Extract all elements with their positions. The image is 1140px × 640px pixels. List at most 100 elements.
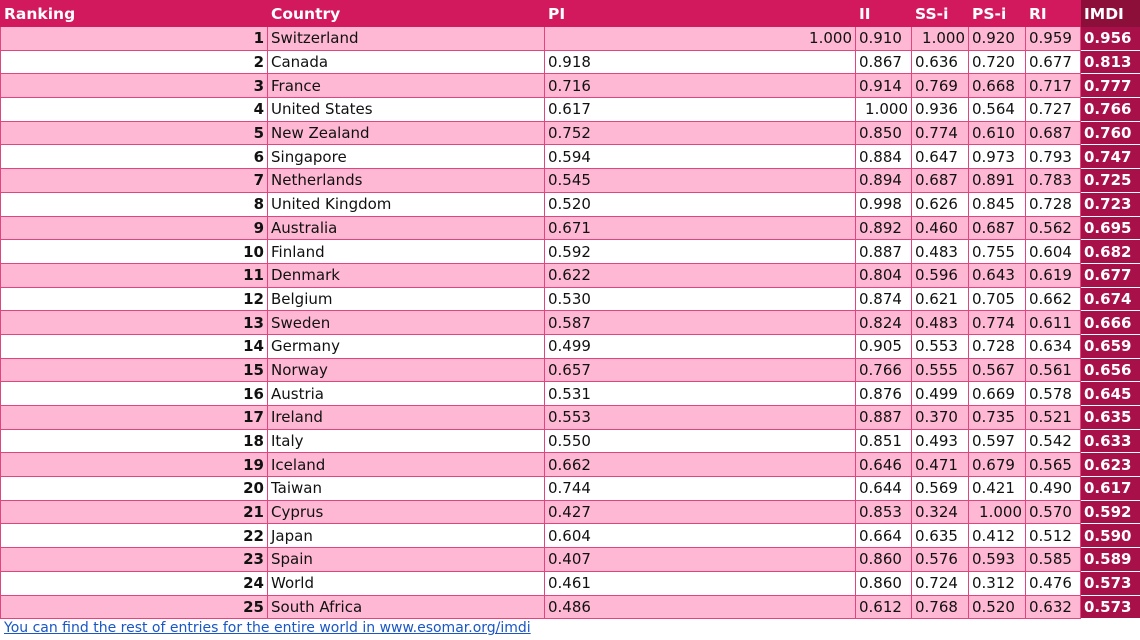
table-row: 3 France 0.716 0.914 0.769 0.668 0.717 0.777: [0, 73, 1140, 99]
table-row: 19 Iceland 0.662 0.646 0.471 0.679 0.565 0.623: [0, 452, 1140, 478]
cell-ii: 0.644: [855, 476, 912, 501]
cell-imdi: 0.623: [1080, 452, 1140, 478]
cell-pi: 0.461: [544, 570, 856, 596]
cell-country: New Zealand: [267, 120, 545, 146]
cell-country: Australia: [267, 215, 545, 241]
table-row: 5 New Zealand 0.752 0.850 0.774 0.610 0.687 0.7…: [0, 120, 1140, 146]
ranking-table: Ranking Country PI II SS-i PS-i RI IMDI …: [0, 0, 1140, 620]
cell-pi: 0.671: [544, 215, 856, 241]
cell-ri: 0.611: [1025, 310, 1081, 335]
cell-ii: 0.860: [855, 547, 912, 572]
cell-rank: 11: [0, 262, 268, 288]
table-body: 1 Switzerland 1.000 0.910 1.000 0.920 0.959 0.9…: [0, 26, 1140, 620]
cell-ssi: 0.769: [911, 73, 969, 99]
cell-rank: 18: [0, 428, 268, 454]
cell-rank: 2: [0, 49, 268, 75]
cell-ii: 0.905: [855, 333, 912, 359]
cell-rank: 1: [0, 26, 268, 51]
cell-imdi: 0.725: [1080, 168, 1140, 193]
cell-ii: 0.894: [855, 168, 912, 193]
cell-pi: 0.617: [544, 97, 856, 122]
header-ssi: SS-i: [911, 0, 969, 27]
table-row: 11 Denmark 0.622 0.804 0.596 0.643 0.619 0.677: [0, 262, 1140, 288]
cell-ii: 0.851: [855, 428, 912, 454]
cell-ii: 0.887: [855, 405, 912, 430]
cell-imdi: 0.592: [1080, 499, 1140, 525]
cell-ri: 0.521: [1025, 405, 1081, 430]
cell-imdi: 0.617: [1080, 476, 1140, 501]
cell-country: Singapore: [267, 144, 545, 170]
table-row: 18 Italy 0.550 0.851 0.493 0.597 0.542 0.633: [0, 428, 1140, 454]
cell-rank: 22: [0, 523, 268, 549]
cell-ssi: 0.621: [911, 286, 969, 312]
cell-rank: 13: [0, 310, 268, 335]
cell-psi: 0.920: [968, 26, 1026, 51]
cell-psi: 0.643: [968, 262, 1026, 288]
cell-imdi: 0.633: [1080, 428, 1140, 454]
table-row: 21 Cyprus 0.427 0.853 0.324 1.000 0.570 0.592: [0, 499, 1140, 525]
table-row: 17 Ireland 0.553 0.887 0.370 0.735 0.521 0.635: [0, 405, 1140, 430]
cell-imdi: 0.777: [1080, 73, 1140, 99]
cell-imdi: 0.674: [1080, 286, 1140, 312]
cell-ri: 0.677: [1025, 49, 1081, 75]
cell-country: Iceland: [267, 452, 545, 478]
cell-ssi: 0.724: [911, 570, 969, 596]
cell-pi: 0.531: [544, 381, 856, 406]
cell-country: Canada: [267, 49, 545, 75]
cell-ri: 0.562: [1025, 215, 1081, 241]
cell-psi: 0.312: [968, 570, 1026, 596]
table-row: 6 Singapore 0.594 0.884 0.647 0.973 0.793 0.747: [0, 144, 1140, 170]
table-row: 13 Sweden 0.587 0.824 0.483 0.774 0.611 0.666: [0, 310, 1140, 335]
header-country: Country: [267, 0, 545, 27]
table-row: 1 Switzerland 1.000 0.910 1.000 0.920 0.959 0.9…: [0, 26, 1140, 51]
cell-imdi: 0.747: [1080, 144, 1140, 170]
cell-imdi: 0.682: [1080, 239, 1140, 264]
cell-ri: 0.717: [1025, 73, 1081, 99]
cell-ssi: 0.569: [911, 476, 969, 501]
cell-psi: 0.520: [968, 594, 1026, 620]
cell-rank: 24: [0, 570, 268, 596]
cell-imdi: 0.723: [1080, 191, 1140, 217]
cell-ri: 0.542: [1025, 428, 1081, 454]
header-psi: PS-i: [968, 0, 1026, 27]
cell-psi: 0.610: [968, 120, 1026, 146]
cell-imdi: 0.573: [1080, 570, 1140, 596]
cell-ii: 0.804: [855, 262, 912, 288]
cell-ssi: 0.499: [911, 381, 969, 406]
cell-rank: 17: [0, 405, 268, 430]
cell-pi: 0.918: [544, 49, 856, 75]
header-ii: II: [855, 0, 912, 27]
cell-imdi: 0.695: [1080, 215, 1140, 241]
cell-country: Austria: [267, 381, 545, 406]
cell-ssi: 0.936: [911, 97, 969, 122]
cell-psi: 0.564: [968, 97, 1026, 122]
cell-country: Germany: [267, 333, 545, 359]
cell-ri: 0.512: [1025, 523, 1081, 549]
cell-ii: 0.884: [855, 144, 912, 170]
cell-pi: 0.594: [544, 144, 856, 170]
table-row: 8 United Kingdom 0.520 0.998 0.626 0.845 0.728…: [0, 191, 1140, 217]
cell-ri: 0.561: [1025, 357, 1081, 383]
cell-country: Cyprus: [267, 499, 545, 525]
cell-ii: 1.000: [855, 97, 912, 122]
cell-rank: 5: [0, 120, 268, 146]
cell-ii: 0.892: [855, 215, 912, 241]
cell-imdi: 0.573: [1080, 594, 1140, 620]
cell-ii: 0.876: [855, 381, 912, 406]
cell-rank: 21: [0, 499, 268, 525]
cell-ssi: 0.324: [911, 499, 969, 525]
esomar-imdi-link[interactable]: You can find the rest of entries for the…: [4, 620, 531, 636]
cell-ii: 0.860: [855, 570, 912, 596]
cell-ri: 0.632: [1025, 594, 1081, 620]
header-ranking: Ranking: [0, 0, 268, 27]
cell-pi: 0.662: [544, 452, 856, 478]
cell-psi: 0.669: [968, 381, 1026, 406]
cell-pi: 0.622: [544, 262, 856, 288]
cell-ssi: 1.000: [911, 26, 969, 51]
table-row: 24 World 0.461 0.860 0.724 0.312 0.476 0.573: [0, 570, 1140, 596]
cell-country: Switzerland: [267, 26, 545, 51]
cell-ri: 0.578: [1025, 381, 1081, 406]
cell-pi: 0.752: [544, 120, 856, 146]
cell-rank: 10: [0, 239, 268, 264]
